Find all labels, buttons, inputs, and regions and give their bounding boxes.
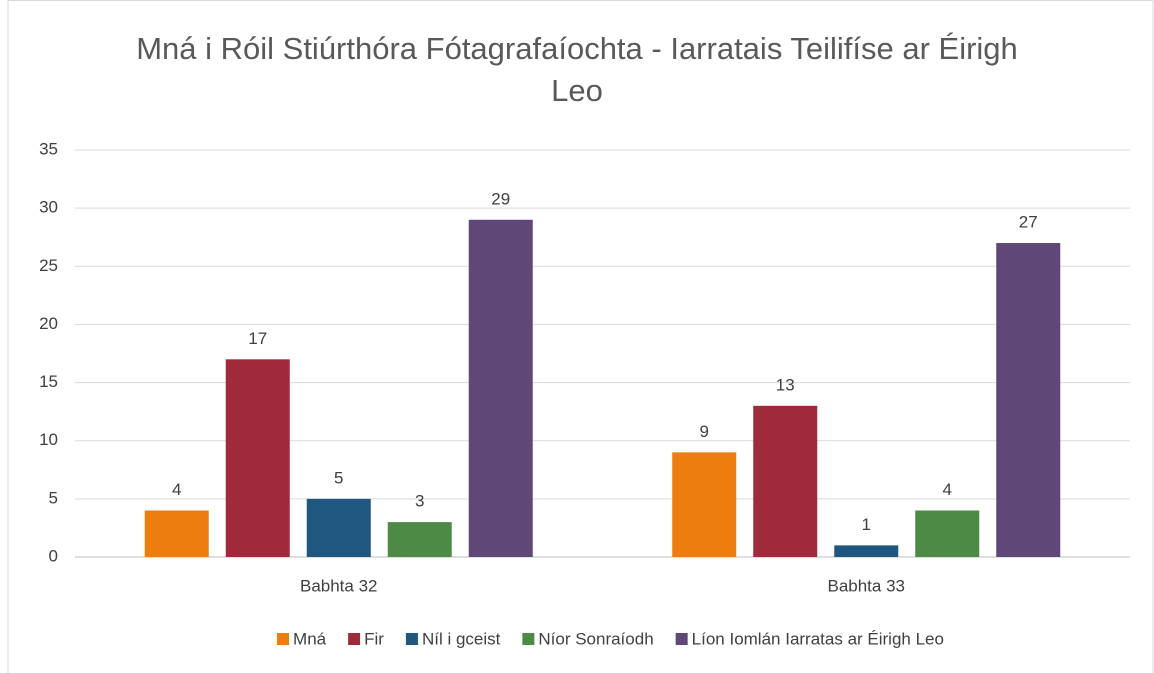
bar bbox=[915, 510, 980, 557]
bar bbox=[834, 545, 899, 557]
y-tick-label: 20 bbox=[39, 314, 58, 333]
y-tick-label: 0 bbox=[49, 546, 58, 565]
legend-label: Fir bbox=[364, 629, 384, 648]
y-tick-label: 25 bbox=[39, 256, 58, 275]
x-tick-label: Babhta 33 bbox=[827, 576, 905, 595]
legend-swatch bbox=[522, 633, 535, 645]
legend-label: Líon Iomlán Iarratas ar Éirigh Leo bbox=[692, 629, 944, 648]
bar bbox=[672, 452, 737, 557]
x-tick-label: Babhta 32 bbox=[300, 576, 378, 595]
bar bbox=[996, 243, 1061, 557]
bar bbox=[468, 219, 533, 557]
chart-title: Mná i Róil Stiúrthóra Fótagrafaíochta - … bbox=[136, 31, 1018, 108]
bar bbox=[306, 498, 371, 557]
data-label: 4 bbox=[172, 480, 181, 499]
bar bbox=[387, 522, 452, 557]
legend-label: Níl i gceist bbox=[422, 629, 501, 648]
data-label: 4 bbox=[943, 480, 952, 499]
legend-swatch bbox=[675, 633, 688, 645]
data-label: 5 bbox=[334, 468, 343, 487]
data-label: 13 bbox=[776, 375, 795, 394]
bar bbox=[144, 510, 209, 557]
y-tick-label: 30 bbox=[39, 198, 58, 217]
legend-swatch bbox=[348, 633, 361, 645]
y-tick-label: 10 bbox=[39, 430, 58, 449]
legend-label: Níor Sonraíodh bbox=[538, 629, 653, 648]
legend-swatch bbox=[277, 633, 290, 645]
legend-swatch bbox=[405, 633, 418, 645]
data-label: 27 bbox=[1019, 213, 1038, 232]
data-label: 17 bbox=[248, 329, 267, 348]
data-label: 9 bbox=[700, 422, 709, 441]
data-label: 3 bbox=[415, 492, 424, 511]
y-tick-label: 5 bbox=[49, 488, 58, 507]
bar bbox=[753, 405, 818, 557]
data-label: 29 bbox=[491, 189, 510, 208]
chart-border bbox=[7, 0, 1154, 673]
y-tick-label: 35 bbox=[39, 139, 58, 158]
y-tick-label: 15 bbox=[39, 372, 58, 391]
data-label: 1 bbox=[862, 515, 871, 534]
legend-label: Mná bbox=[293, 629, 327, 648]
bar bbox=[225, 359, 290, 557]
